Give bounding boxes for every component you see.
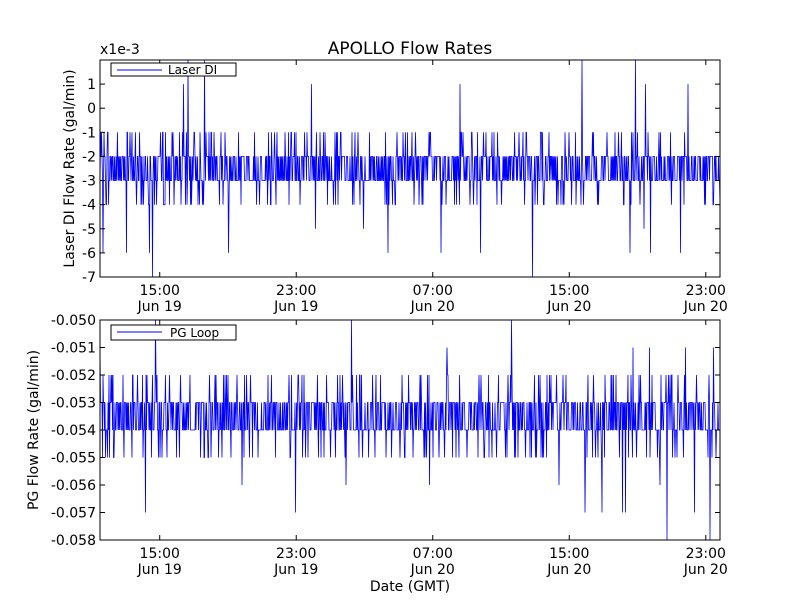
pg-loop-xtick-hour-label: 15:00 [549, 546, 589, 562]
pg-loop-xtick-hour-label: 23:00 [276, 546, 316, 562]
pg-loop-ytick-label: -0.053 [51, 396, 96, 412]
pg-loop-xtick-date-label: Jun 20 [410, 562, 455, 578]
pg-loop-y-axis-label: PG Flow Rate (gal/min) [26, 350, 42, 510]
pg-loop-ytick-label: -0.050 [51, 313, 96, 329]
pg-loop-legend: PG Loop [110, 324, 237, 341]
laser-di-xtick-date-label: Jun 19 [137, 299, 182, 315]
laser-di-y-axis-label: Laser DI Flow Rate (gal/min) [62, 69, 78, 267]
laser-di-xtick-date-label: Jun 19 [273, 299, 318, 315]
laser-di-ytick-label: -3 [82, 174, 96, 190]
pg-loop-y-axis: -0.050 -0.051 -0.052 -0.053 -0.054 -0.055 -0.0… [51, 313, 720, 549]
laser-di-multiplier-label: x1e-3 [100, 42, 140, 58]
pg-loop-ytick-label: -0.057 [51, 506, 96, 522]
pg-loop-series-line [99, 319, 720, 541]
x-axis-label: Date (GMT) [370, 579, 450, 595]
laser-di-xtick-hour-label: 15:00 [140, 283, 180, 299]
laser-di-ytick-label: 1 [87, 77, 96, 93]
pg-loop-xtick-date-label: Jun 20 [683, 562, 728, 578]
pg-loop-xtick-date-label: Jun 19 [137, 562, 182, 578]
laser-di-xtick-hour-label: 07:00 [413, 283, 453, 299]
laser-di-legend: Laser DI [110, 62, 237, 77]
laser-di-ytick-label: -6 [82, 246, 96, 262]
pg-loop-ytick-label: -0.054 [51, 423, 96, 439]
pg-loop-xtick-hour-label: 07:00 [413, 546, 453, 562]
pg-loop-panel: -0.050 -0.051 -0.052 -0.053 -0.054 -0.055 -0.0… [26, 313, 728, 578]
laser-di-ytick-label: -2 [82, 149, 96, 165]
laser-di-ytick-label: -1 [82, 125, 96, 141]
laser-di-series-group [99, 59, 721, 278]
pg-loop-legend-box [110, 324, 237, 341]
laser-di-legend-label: Laser DI [168, 63, 217, 77]
pg-loop-ytick-label: -0.056 [51, 478, 96, 494]
pg-loop-ytick-label: -0.051 [51, 341, 96, 357]
laser-di-plot-frame [99, 59, 721, 278]
laser-di-xtick-hour-label: 23:00 [276, 283, 316, 299]
laser-di-ytick-label: -4 [82, 198, 96, 214]
pg-loop-legend-label: PG Loop [170, 326, 219, 340]
pg-loop-xtick-hour-label: 15:00 [140, 546, 180, 562]
pg-loop-ytick-label: -0.058 [51, 533, 96, 549]
laser-di-xtick-hour-label: 15:00 [549, 283, 589, 299]
laser-di-y-axis: 1 0 -1 -2 -3 -4 -5 -6 -7 [82, 77, 720, 286]
laser-di-ytick-label: -7 [82, 270, 96, 286]
laser-di-ytick-label: -5 [82, 222, 96, 238]
laser-di-xtick-date-label: Jun 20 [410, 299, 455, 315]
laser-di-series-line [99, 59, 721, 278]
laser-di-xtick-hour-label: 23:00 [686, 283, 726, 299]
pg-loop-series-group [99, 319, 720, 541]
laser-di-ytick-label: 0 [87, 101, 96, 117]
pg-loop-xtick-date-label: Jun 19 [273, 562, 318, 578]
pg-loop-ytick-label: -0.052 [51, 368, 96, 384]
laser-di-xtick-date-label: Jun 20 [683, 299, 728, 315]
pg-loop-ytick-label: -0.055 [51, 451, 96, 467]
laser-di-xtick-date-label: Jun 20 [546, 299, 591, 315]
chart-title: APOLLO Flow Rates [328, 39, 493, 59]
laser-di-legend-box [110, 62, 237, 77]
pg-loop-xtick-date-label: Jun 20 [546, 562, 591, 578]
pg-loop-xtick-hour-label: 23:00 [686, 546, 726, 562]
